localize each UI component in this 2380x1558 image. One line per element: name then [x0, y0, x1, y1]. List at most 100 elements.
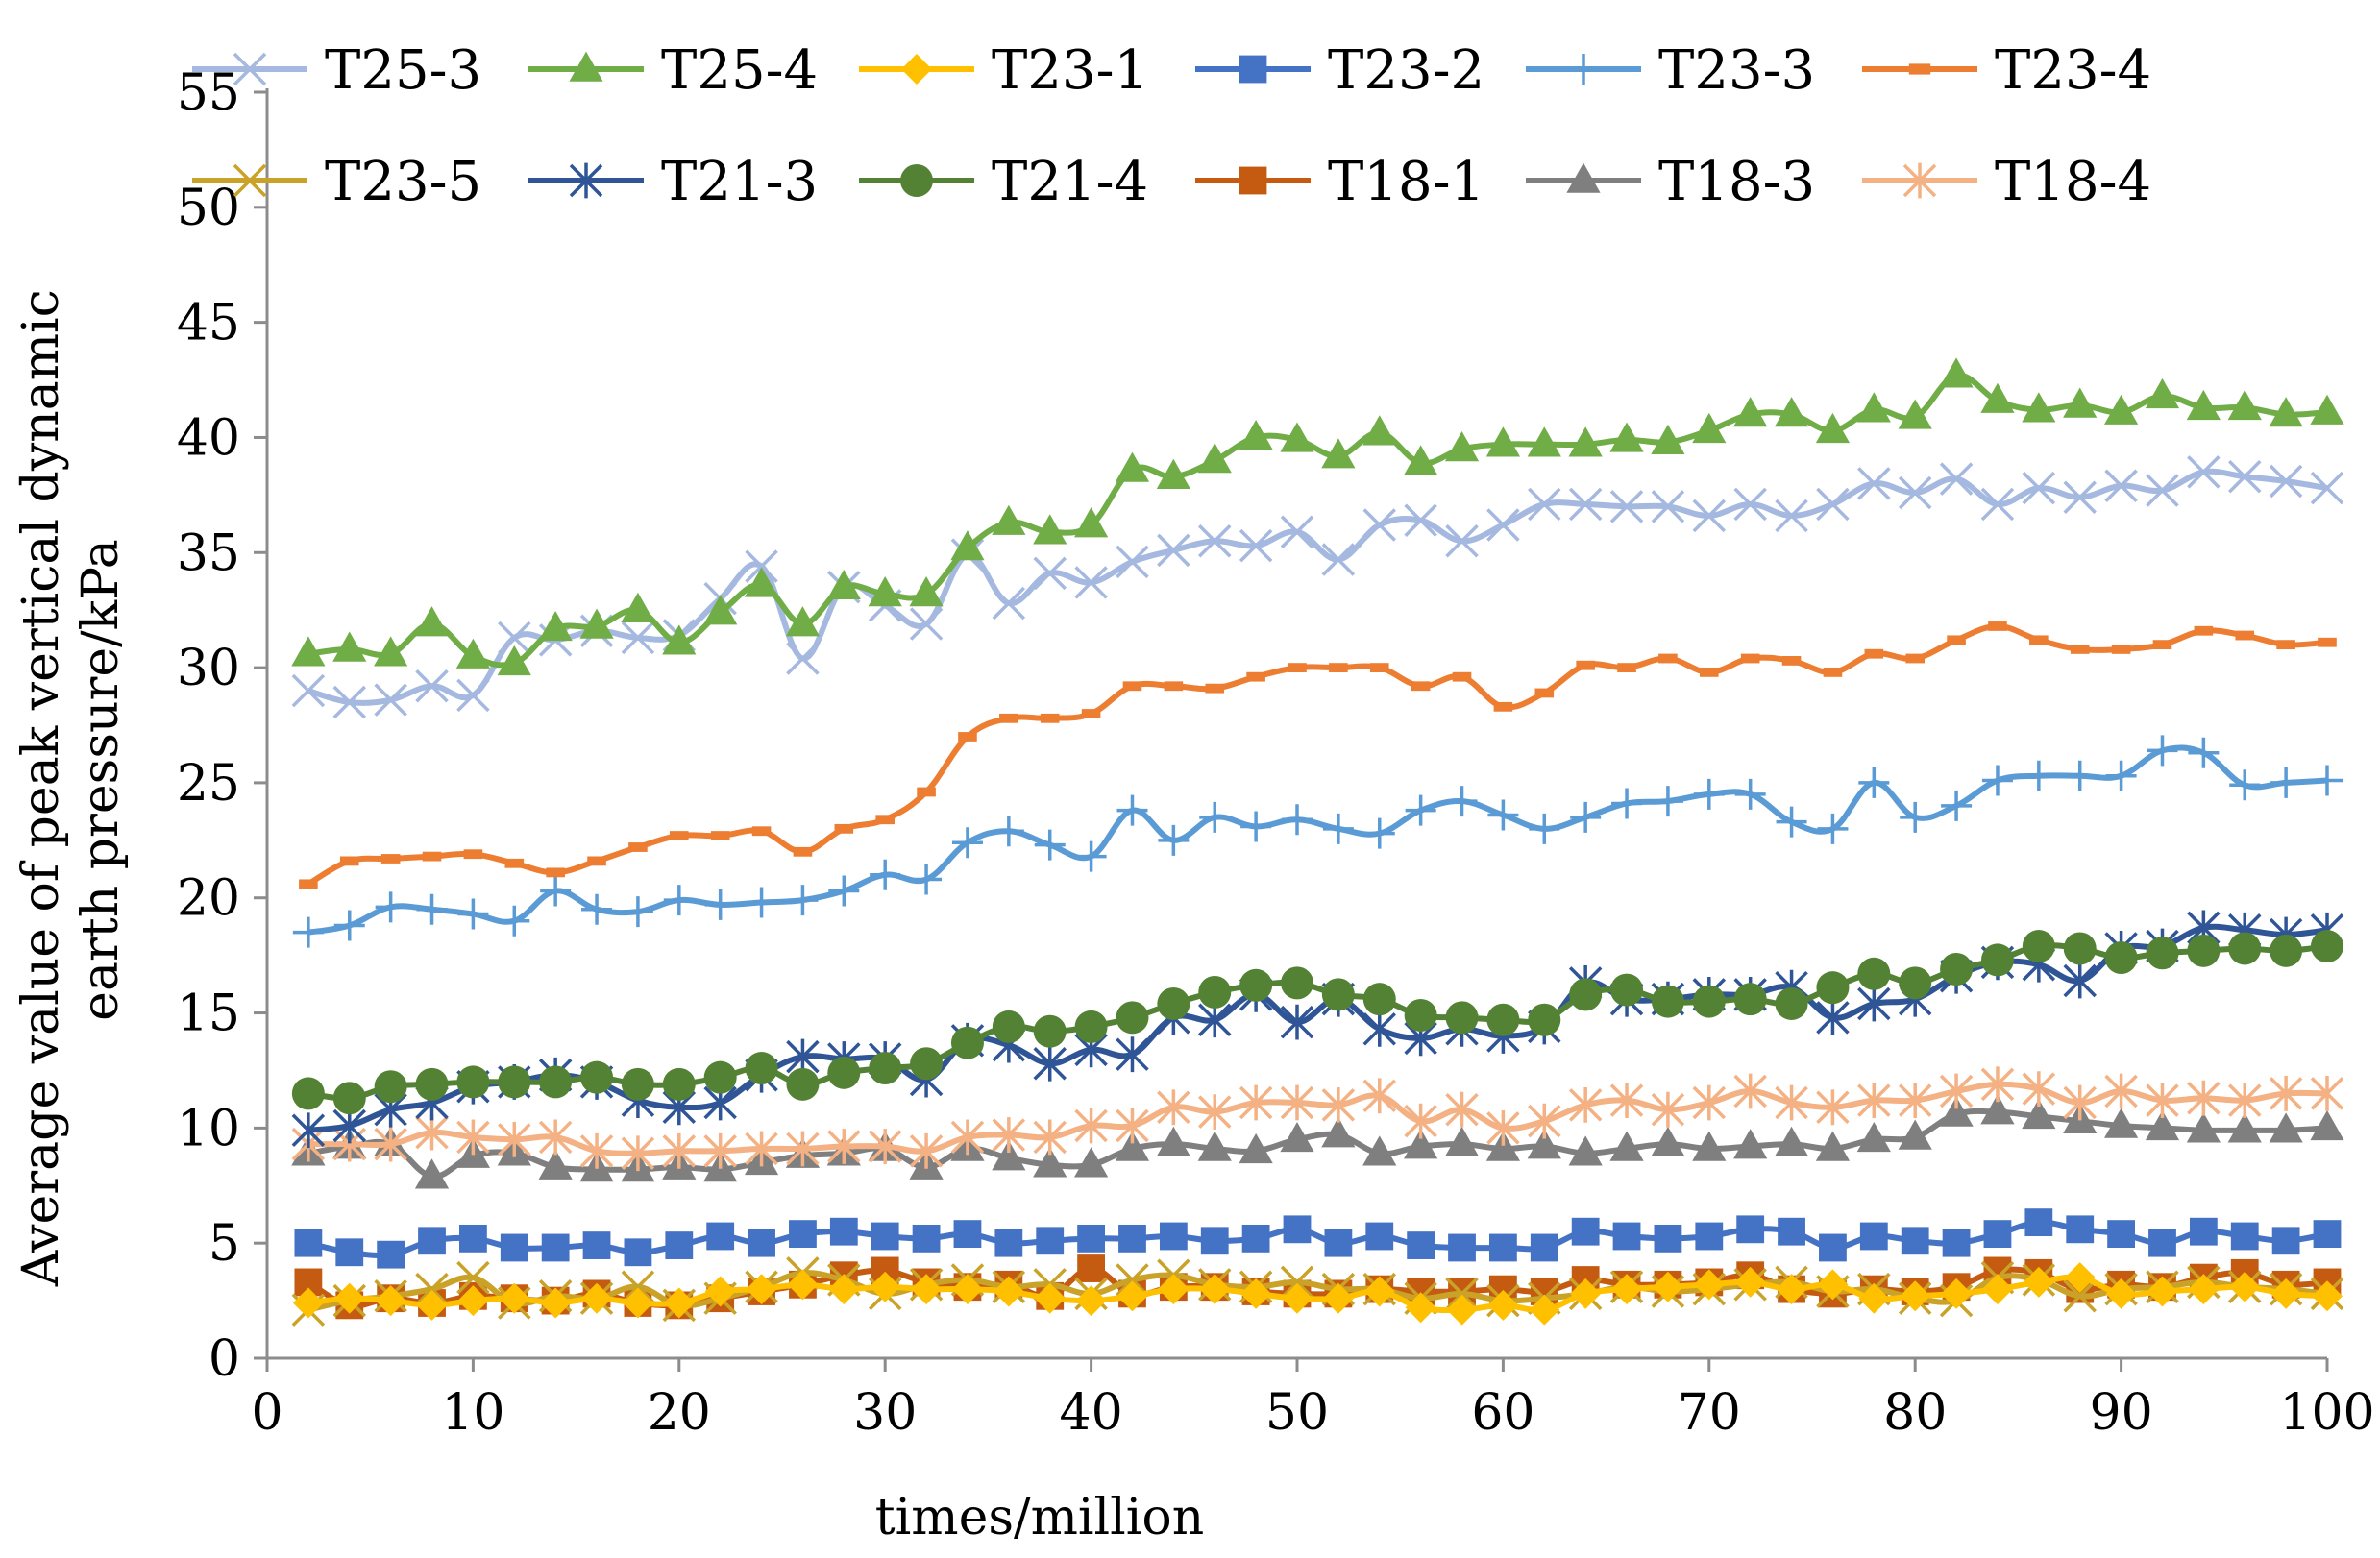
data-point-t23-4 [463, 849, 483, 860]
legend-label-t25-3: T25-3 [325, 39, 481, 102]
data-point-t25-3 [2269, 464, 2303, 499]
data-point-t21-4 [1404, 998, 1437, 1032]
data-point-t21-4 [1198, 975, 1232, 1009]
data-point-t23-1 [1776, 1274, 1807, 1305]
data-point-t23-1 [292, 1287, 324, 1319]
data-point-t23-3 [1817, 813, 1849, 844]
data-point-t23-2 [1036, 1227, 1065, 1255]
data-point-t21-4 [332, 1082, 366, 1115]
data-point-t21-4 [992, 1010, 1025, 1043]
y-tick-label: 10 [177, 1100, 240, 1157]
legend-marker-t23-3 [1568, 54, 1599, 85]
data-point-t18-4 [1280, 1084, 1314, 1121]
data-point-t23-3 [2023, 760, 2054, 791]
data-point-t25-4 [868, 576, 902, 607]
data-point-t23-1 [1858, 1282, 1890, 1314]
data-point-t23-4 [1700, 667, 1719, 677]
data-point-t21-4 [1157, 986, 1190, 1020]
data-point-t21-4 [1528, 1003, 1561, 1036]
data-point-t21-4 [1651, 985, 1684, 1018]
legend-marker-t18-4 [1902, 162, 1937, 199]
data-point-t23-3 [1900, 801, 1931, 833]
data-point-t25-4 [1856, 392, 1891, 423]
data-point-t25-3 [2104, 469, 2138, 503]
data-point-t23-1 [2312, 1280, 2343, 1312]
data-point-t23-3 [622, 896, 653, 928]
data-point-t23-3 [1240, 811, 1272, 842]
data-point-t23-4 [1617, 663, 1636, 672]
data-point-t21-3 [291, 1112, 326, 1149]
data-point-t18-4 [1692, 1084, 1727, 1121]
data-point-t23-3 [1446, 786, 1478, 817]
data-point-t25-3 [992, 586, 1026, 621]
data-point-t25-4 [374, 636, 408, 667]
data-point-t18-4 [1857, 1083, 1891, 1119]
data-point-t25-4 [1074, 507, 1109, 538]
legend-item-t18-3: T18-3 [1526, 151, 1815, 213]
data-point-t21-4 [869, 1052, 902, 1085]
data-point-t23-3 [1075, 840, 1107, 872]
data-point-t25-3 [1857, 467, 1891, 500]
data-point-t23-3 [1199, 801, 1231, 833]
x-tick-label: 40 [1060, 1384, 1123, 1442]
data-point-t23-2 [1407, 1231, 1435, 1259]
x-axis-title: times/million [875, 1489, 1204, 1546]
data-point-t18-4 [909, 1132, 944, 1169]
data-point-t23-4 [1740, 653, 1760, 664]
data-point-t18-3 [1033, 1147, 1067, 1178]
data-point-t23-3 [540, 875, 572, 907]
data-point-t23-3 [1981, 765, 2013, 796]
data-point-t23-4 [299, 879, 318, 889]
data-point-t18-3 [1692, 1131, 1727, 1161]
data-point-t23-3 [1405, 794, 1436, 826]
data-point-t21-4 [827, 1056, 861, 1089]
data-point-t23-1 [1817, 1269, 1849, 1301]
data-point-t23-3 [828, 875, 860, 907]
data-point-t18-4 [1198, 1094, 1232, 1130]
data-point-t18-3 [1980, 1094, 2015, 1125]
data-point-t21-3 [1116, 1036, 1149, 1073]
data-point-t18-3 [2310, 1109, 2344, 1141]
data-point-t23-3 [2188, 737, 2220, 768]
data-point-t18-4 [1528, 1103, 1561, 1139]
x-tick-label: 20 [648, 1384, 711, 1442]
data-point-t25-3 [1033, 556, 1067, 591]
data-point-t25-4 [662, 624, 697, 655]
y-tick-label: 15 [177, 986, 240, 1043]
data-point-t23-1 [787, 1269, 819, 1301]
data-point-t23-2 [541, 1233, 570, 1262]
data-point-t21-4 [374, 1070, 407, 1104]
data-point-t18-4 [1033, 1119, 1067, 1156]
data-point-t25-4 [1939, 357, 1974, 388]
data-point-t23-5 [456, 1260, 490, 1295]
data-point-t23-2 [1819, 1233, 1847, 1262]
data-point-t23-3 [911, 864, 943, 895]
y-tick-label: 50 [177, 180, 240, 237]
data-point-t23-4 [999, 713, 1018, 723]
legend-item-t23-3: T23-3 [1526, 39, 1815, 102]
data-point-t23-1 [2229, 1271, 2261, 1302]
data-point-t25-3 [2022, 471, 2056, 505]
y-tick-label: 30 [177, 640, 240, 697]
data-point-t23-3 [2229, 769, 2261, 801]
data-point-t23-1 [1116, 1280, 1148, 1312]
data-point-t23-3 [2270, 767, 2302, 798]
data-point-t18-4 [1157, 1089, 1190, 1126]
legend-marker-t23-5 [233, 163, 267, 198]
y-axis-title-line-2: earth pressure/kPa [72, 539, 130, 1021]
data-point-t25-4 [2145, 377, 2180, 409]
data-point-t23-4 [917, 787, 936, 797]
data-point-t21-3 [1857, 986, 1891, 1022]
data-point-t21-4 [786, 1067, 820, 1101]
data-point-t23-2 [748, 1229, 775, 1257]
y-tick-label: 20 [177, 870, 240, 928]
data-point-t25-3 [2187, 455, 2221, 489]
data-point-t18-4 [1404, 1103, 1437, 1139]
x-tick-label: 0 [251, 1384, 282, 1442]
data-point-t25-4 [2022, 392, 2056, 423]
data-point-t21-4 [1033, 1014, 1067, 1048]
data-point-t23-4 [1823, 667, 1843, 677]
data-point-t18-3 [2227, 1112, 2262, 1143]
data-point-t18-3 [1239, 1132, 1273, 1164]
